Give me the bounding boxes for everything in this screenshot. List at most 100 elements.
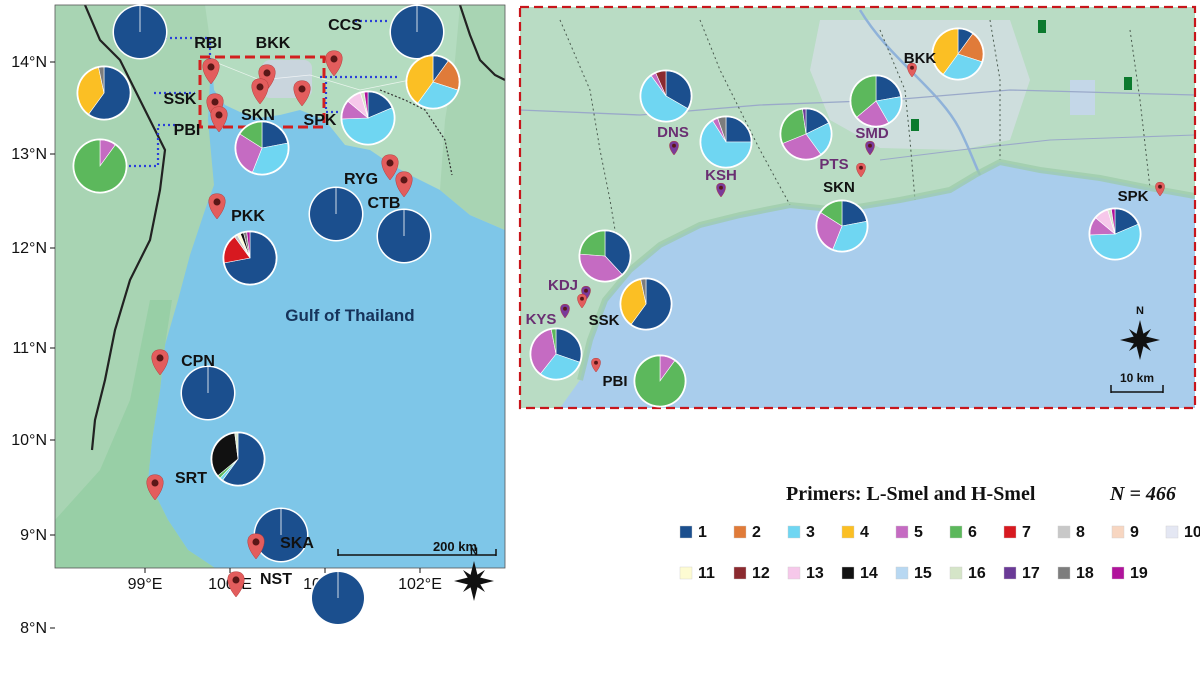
site-label: NST [260, 571, 292, 588]
location-pin-icon [669, 140, 679, 156]
location-pin-icon [325, 50, 343, 77]
pie-slice [782, 133, 822, 160]
border-east [458, 5, 505, 81]
highway-shield-2 [1124, 77, 1132, 90]
pie-slice [239, 121, 263, 149]
inset-site-smd: SMD [849, 74, 903, 156]
inset-site-skn: SKN [815, 179, 869, 253]
legend-item-4: 4 [841, 524, 869, 541]
pie-slice [88, 66, 131, 120]
site-cpn: CPN [151, 349, 236, 421]
pie-chart-ryg [308, 186, 364, 242]
site-label: PKK [231, 208, 265, 225]
pie-slice [579, 230, 606, 257]
location-pin-icon [591, 357, 601, 373]
site-ska: SKA [247, 533, 366, 626]
site-label: SPK [1118, 188, 1149, 205]
legend-item-8: 8 [1057, 524, 1085, 541]
legend-item-5: 5 [895, 524, 923, 541]
site-ctb: CTB [368, 171, 432, 264]
lat-tick-label: 12°N [11, 240, 47, 257]
main-scale-label: 200 km [433, 539, 477, 554]
legend-item-16: 16 [949, 565, 986, 582]
inset-site-kdj: KDJ [548, 229, 632, 301]
legend-label: 19 [1130, 565, 1148, 582]
site-label: PBI [602, 373, 627, 390]
pie-chart-nst [253, 507, 309, 563]
inset-sites: BKK DNS KSH SMD PTS SKN SPK KDJ SSK KYS PBI [526, 27, 1165, 408]
lat-tick-label: 11°N [12, 340, 47, 357]
legend-item-3: 3 [787, 524, 815, 541]
pie-slice [640, 75, 689, 122]
pie-slice [1089, 223, 1141, 260]
svg-text:N: N [470, 546, 478, 558]
leader-lines [128, 19, 400, 168]
pie-chart-spk [340, 90, 396, 146]
legend-swatch [1165, 525, 1179, 539]
pie-chart-pbi [72, 138, 128, 194]
pie-slice [841, 200, 867, 227]
site-label: KDJ [548, 277, 578, 294]
inset-site-pts: PTS [779, 107, 866, 178]
legend-item-1: 1 [679, 524, 707, 541]
site-label: DNS [657, 124, 689, 141]
legend-swatch [1003, 566, 1017, 580]
inset-road-1 [520, 89, 1195, 116]
latitude-ticks: 14°N 13°N 12°N 11°N 10°N 9°N 8°N [11, 54, 55, 637]
legend-swatch [787, 525, 801, 539]
pie-slice [640, 278, 647, 305]
pie-slice [363, 91, 369, 119]
site-label: SSK [589, 312, 620, 329]
site-pbi: PBI [72, 106, 228, 194]
legend-label: 12 [752, 565, 770, 582]
lat-tick-label: 8°N [20, 620, 47, 637]
sea-label: Gulf of Thailand [285, 306, 414, 325]
legend-item-11: 11 [679, 565, 715, 582]
legend-swatch [679, 525, 693, 539]
location-pin-icon [865, 140, 875, 156]
pie-slice [604, 230, 631, 275]
lon-tick-label: 102°E [398, 576, 442, 593]
inset-site-pbi: PBI [591, 354, 687, 408]
pie-slice [832, 220, 868, 252]
location-pin-icon [1155, 181, 1165, 197]
pie-chart-rbi [112, 4, 168, 60]
land-east [440, 5, 505, 230]
pie-slice [932, 28, 959, 75]
location-pin-icon [293, 80, 311, 107]
legend-swatch [949, 566, 963, 580]
inset-pie-chart-kdj [578, 229, 632, 283]
site-label: SKN [241, 107, 275, 124]
legend-swatch [1057, 566, 1071, 580]
inset-pie-chart-ssk [619, 277, 673, 331]
pie-slice [634, 355, 686, 407]
legend-label: 18 [1076, 565, 1094, 582]
legend-item-13: 13 [787, 565, 824, 582]
site-label: SMD [855, 125, 889, 142]
location-pin-icon [716, 182, 726, 198]
site-label: SSK [164, 91, 197, 108]
pie-slice [700, 120, 752, 168]
legend-swatch [841, 525, 855, 539]
inset-site-bkk: BKK [904, 27, 985, 81]
location-pin-icon [395, 171, 413, 198]
legend-item-2: 2 [733, 524, 761, 541]
site-bkk: BKK [256, 35, 461, 110]
legend-label: 2 [752, 524, 761, 541]
pie-slice [620, 279, 647, 325]
site-ssk: SSK [76, 65, 224, 121]
legend-item-12: 12 [733, 565, 770, 582]
location-pin-icon [146, 474, 164, 501]
location-pin-icon [560, 303, 570, 319]
pie-slice [665, 70, 692, 109]
pie-slice [555, 328, 582, 363]
main-sites: RBI CCS BKK SSK SKN SPK PBI RYG CTB PKK CPN SRT NST S… [72, 4, 461, 626]
pie-slice [234, 432, 239, 460]
legend-label: 7 [1022, 524, 1031, 541]
location-pin-icon [247, 533, 265, 560]
pie-slice [725, 116, 752, 143]
highway-shield-3 [911, 119, 919, 131]
site-label: PTS [819, 156, 848, 173]
